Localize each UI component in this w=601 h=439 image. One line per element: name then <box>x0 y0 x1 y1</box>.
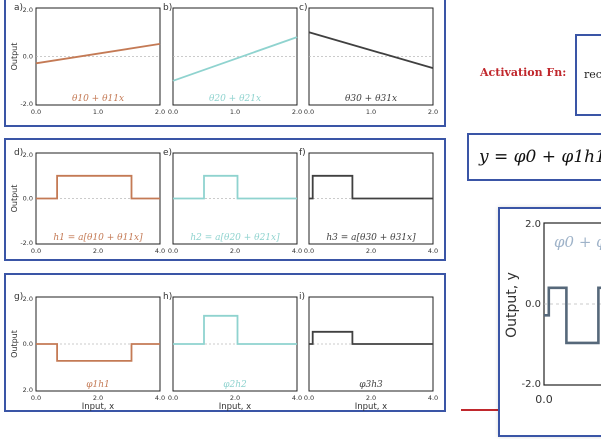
y-tick-label: 2.0 <box>23 295 33 303</box>
x-tick-label: 1.0 <box>366 108 376 116</box>
plot-panel: f) 0.0 2.0 4.0 h3 = a[θ30 + θ31x] <box>299 148 438 255</box>
y-tick-label: -2.0 <box>521 379 541 390</box>
y-tick-label: 2.0 <box>525 219 541 230</box>
function-curve <box>309 330 433 345</box>
formula-label: θ10 + θ11x <box>72 94 124 104</box>
formula-label: φ2h2 <box>223 380 247 390</box>
plot-panel: e) 0.0 2.0 4.0 h2 = a[θ20 + θ21x] <box>163 148 302 255</box>
y-tick-label: 0.0 <box>23 195 33 203</box>
x-tick-label: 2.0 <box>292 108 302 116</box>
panel-letter: e) <box>163 148 172 158</box>
panel-letter: g) <box>14 292 23 302</box>
x-tick-label: 0.0 <box>304 247 314 255</box>
y-tick-label: 2.0 <box>23 386 33 394</box>
formula-label: φ1h1 <box>86 380 110 390</box>
x-tick-label: 4.0 <box>428 394 438 402</box>
output-plot: 2.0 0.0 -2.0 0.0 Output, y φ0 + φ <box>504 219 601 406</box>
x-tick-label: 0.0 <box>535 393 553 406</box>
accent-line <box>461 409 501 411</box>
x-tick-label: 4.0 <box>155 247 165 255</box>
function-curve <box>36 174 160 200</box>
y-tick-label: -2.0 <box>20 239 33 247</box>
plot-panel: b) 0.0 1.0 2.0 θ20 + θ21x <box>163 3 302 116</box>
function-curve <box>35 43 161 65</box>
y-axis-label: Output, y <box>504 272 520 338</box>
formula-label: h3 = a[θ30 + θ31x] <box>326 233 416 243</box>
x-tick-label: 4.0 <box>428 247 438 255</box>
y-tick-label: 0.0 <box>23 340 33 348</box>
x-tick-label: 4.0 <box>292 394 302 402</box>
formula-label: h2 = a[θ20 + θ21x] <box>190 233 280 243</box>
x-tick-label: 4.0 <box>155 394 165 402</box>
x-tick-label: 1.0 <box>230 108 240 116</box>
activation-fn-select[interactable]: rec <box>575 34 601 116</box>
function-curve <box>173 174 297 200</box>
x-axis-label: Input, x <box>355 402 387 412</box>
activation-fn-value: rec <box>584 68 601 81</box>
x-tick-label: 2.0 <box>93 247 103 255</box>
x-tick-label: 2.0 <box>366 394 376 402</box>
y-tick-label: 2.0 <box>23 151 33 159</box>
y-axis-label: Output <box>10 43 19 71</box>
function-curve <box>36 343 160 362</box>
formula-label: φ3h3 <box>359 380 383 390</box>
output-curve <box>544 286 601 345</box>
formula-label: φ0 + φ <box>554 233 601 251</box>
x-tick-label: 0.0 <box>31 247 41 255</box>
y-tick-label: 0.0 <box>525 299 541 310</box>
output-plot-axes <box>543 222 601 386</box>
panel-letter: a) <box>14 3 23 13</box>
x-tick-label: 0.0 <box>304 394 314 402</box>
formula-label: θ30 + θ31x <box>345 94 397 104</box>
x-tick-label: 2.0 <box>366 247 376 255</box>
panel-letter: d) <box>14 148 23 158</box>
x-tick-label: 0.0 <box>31 394 41 402</box>
formula-label: θ20 + θ21x <box>209 94 261 104</box>
x-tick-label: 0.0 <box>31 108 41 116</box>
formula-label: h1 = a[θ10 + θ11x] <box>53 233 143 243</box>
y-tick-label: 2.0 <box>23 6 33 14</box>
x-tick-label: 2.0 <box>230 394 240 402</box>
x-tick-label: 2.0 <box>230 247 240 255</box>
x-tick-label: 4.0 <box>292 247 302 255</box>
panel-letter: b) <box>163 3 172 13</box>
panel-letter: f) <box>299 148 306 158</box>
x-tick-label: 1.0 <box>93 108 103 116</box>
panel-letter: c) <box>299 3 307 13</box>
x-tick-label: 2.0 <box>93 394 103 402</box>
y-tick-label: -2.0 <box>20 100 33 108</box>
plot-panel: c) 0.0 1.0 2.0 θ30 + θ31x <box>299 3 438 116</box>
x-tick-label: 2.0 <box>428 108 438 116</box>
y-tick-label: 0.0 <box>23 53 33 61</box>
x-tick-label: 0.0 <box>168 394 178 402</box>
function-curve <box>309 174 433 200</box>
x-axis-label: Input, x <box>82 402 114 412</box>
panel-letter: h) <box>163 292 172 302</box>
function-curve <box>308 31 434 69</box>
x-tick-label: 0.0 <box>168 247 178 255</box>
output-equation-card: y = φ0 + φ1h1 + <box>467 133 601 181</box>
output-plot-card: 2.0 0.0 -2.0 0.0 Output, y φ0 + φ <box>498 207 601 437</box>
plot-panel: h) 0.0 2.0 4.0 Input, x φ2h2 <box>163 292 302 412</box>
y-axis-label: Output <box>10 185 19 213</box>
x-tick-label: 0.0 <box>168 108 178 116</box>
x-tick-label: 0.0 <box>304 108 314 116</box>
panel-letter: i) <box>299 292 305 302</box>
x-tick-label: 2.0 <box>155 108 165 116</box>
output-equation: y = φ0 + φ1h1 + <box>479 147 601 167</box>
activation-fn-label: Activation Fn: <box>480 66 567 79</box>
function-curve <box>172 36 298 82</box>
x-axis-label: Input, x <box>219 402 251 412</box>
plot-panel: i) 0.0 2.0 4.0 Input, x φ3h3 <box>299 292 438 412</box>
y-axis-label: Output <box>10 330 19 358</box>
function-curve <box>173 314 297 345</box>
